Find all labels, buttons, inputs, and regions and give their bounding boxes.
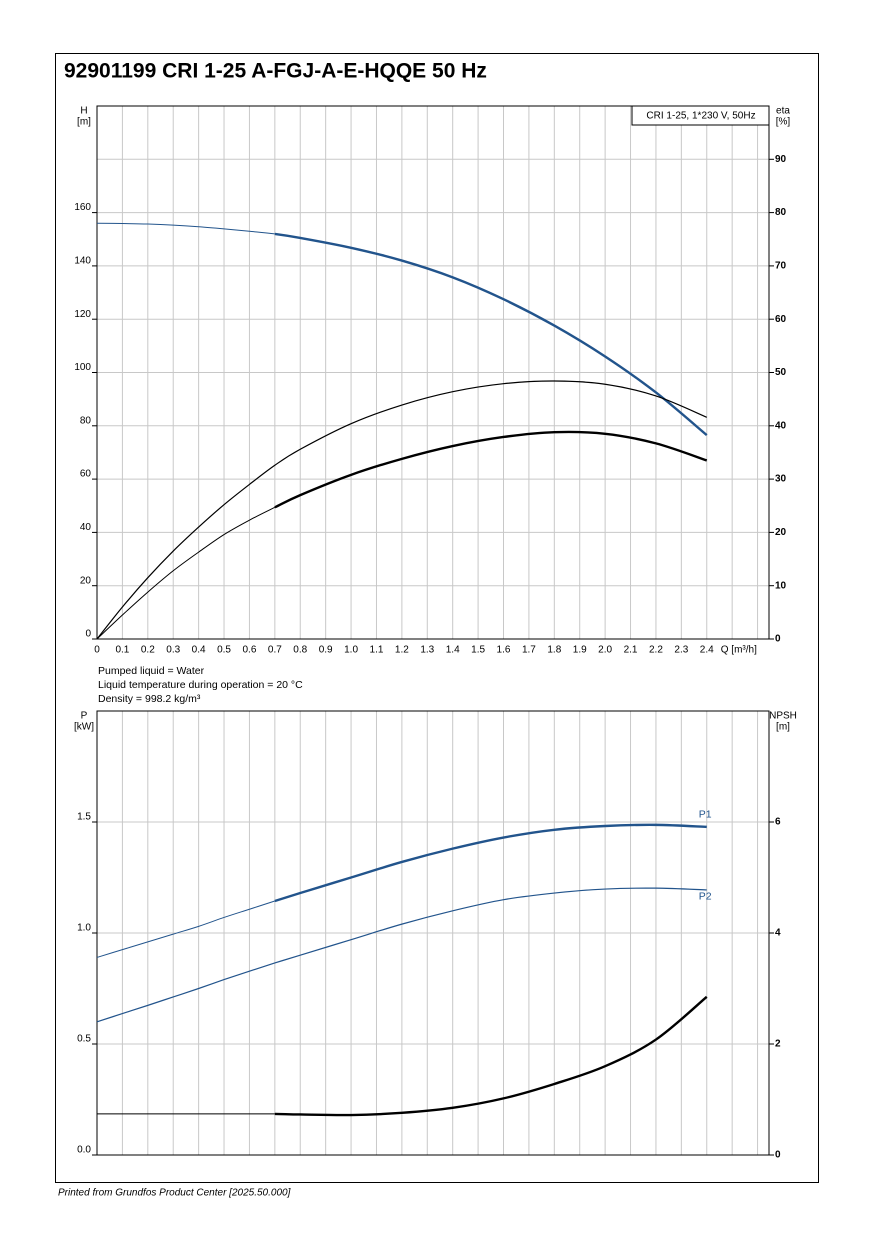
- y-tick-label: 100: [74, 362, 91, 373]
- y2-tick-label: 50: [775, 367, 787, 378]
- x-tick-label: 1.2: [395, 645, 409, 656]
- legend-box: [631, 105, 770, 126]
- y-tick-label: 120: [74, 309, 91, 320]
- series-label: P2: [699, 891, 712, 903]
- y-tick-label: 60: [80, 469, 92, 480]
- y-tick-label: 1.0: [77, 923, 91, 934]
- curve: [96, 380, 707, 640]
- y2-axis-label: eta: [776, 106, 790, 117]
- y-tick-label: 40: [80, 522, 92, 533]
- curve: [274, 430, 708, 509]
- curve: [274, 232, 708, 437]
- page-frame: [55, 53, 819, 1183]
- curve: [96, 900, 275, 958]
- x-tick-label: 1.7: [522, 645, 536, 656]
- y2-axis-unit: [%]: [776, 117, 791, 128]
- y2-tick-label: 90: [775, 154, 787, 165]
- x-tick-label: 2.3: [674, 645, 688, 656]
- x-axis-label: Q [m³/h]: [721, 645, 757, 656]
- y-tick-label: 20: [80, 575, 92, 586]
- x-tick-label: 0.9: [319, 645, 333, 656]
- y2-tick-label: 0: [775, 634, 781, 645]
- y-axis-unit: [m]: [77, 117, 91, 128]
- y2-tick-label: 2: [775, 1039, 781, 1050]
- x-tick-label: 1.0: [344, 645, 358, 656]
- x-tick-label: 0.5: [217, 645, 231, 656]
- x-tick-label: 2.1: [624, 645, 638, 656]
- legend-text: CRI 1-25, 1*230 V, 50Hz: [646, 111, 755, 122]
- x-tick-label: 0.8: [293, 645, 307, 656]
- curve: [274, 995, 708, 1117]
- curve: [274, 823, 707, 903]
- y-tick-label: 1.5: [77, 812, 91, 823]
- x-tick-label: 0.7: [268, 645, 282, 656]
- y2-tick-label: 40: [775, 420, 787, 431]
- x-tick-label: 0.1: [115, 645, 129, 656]
- y2-tick-label: 10: [775, 580, 787, 591]
- x-tick-label: 1.6: [497, 645, 511, 656]
- y2-tick-label: 70: [775, 261, 787, 272]
- plot-frame: [96, 710, 770, 1156]
- y2-tick-label: 60: [775, 314, 787, 325]
- curve: [96, 506, 276, 640]
- curve: [96, 887, 707, 1023]
- x-tick-label: 2.4: [700, 645, 714, 656]
- x-tick-label: 0.6: [242, 645, 256, 656]
- y2-tick-label: 30: [775, 474, 787, 485]
- y-axis-label: P: [81, 711, 88, 722]
- series-label: P1: [699, 809, 712, 821]
- y2-axis-label: NPSH: [769, 711, 797, 722]
- x-tick-label: 0.3: [166, 645, 180, 656]
- y-axis-label: H: [80, 106, 87, 117]
- x-tick-label: 2.2: [649, 645, 663, 656]
- info-line: Liquid temperature during operation = 20…: [98, 679, 303, 691]
- title: 92901199 CRI 1-25 A-FGJ-A-E-HQQE 50 Hz: [64, 60, 487, 83]
- y2-tick-label: 20: [775, 527, 787, 538]
- x-tick-label: 0: [94, 645, 100, 656]
- x-tick-label: 1.9: [573, 645, 587, 656]
- x-tick-label: 1.3: [420, 645, 434, 656]
- x-tick-label: 1.4: [446, 645, 460, 656]
- plot-frame: [96, 105, 770, 640]
- y-tick-label: 0.5: [77, 1034, 91, 1045]
- x-tick-label: 1.5: [471, 645, 485, 656]
- y-axis-unit: [kW]: [74, 722, 94, 733]
- curve: [96, 222, 275, 235]
- x-tick-label: 0.2: [141, 645, 155, 656]
- y2-tick-label: 6: [775, 817, 781, 828]
- x-tick-label: 0.4: [192, 645, 206, 656]
- y2-tick-label: 4: [775, 928, 781, 939]
- footer: Printed from Grundfos Product Center [20…: [58, 1188, 291, 1199]
- y-tick-label: 160: [74, 202, 91, 213]
- x-tick-label: 2.0: [598, 645, 612, 656]
- y-tick-label: 0: [85, 629, 91, 640]
- y-tick-label: 80: [80, 415, 92, 426]
- x-tick-label: 1.1: [370, 645, 384, 656]
- x-tick-label: 1.8: [547, 645, 561, 656]
- info-line: Pumped liquid = Water: [98, 665, 205, 677]
- y2-tick-label: 0: [775, 1150, 781, 1161]
- y-tick-label: 0.0: [77, 1145, 91, 1156]
- y2-axis-unit: [m]: [776, 722, 790, 733]
- info-line: Density = 998.2 kg/m³: [98, 693, 201, 705]
- y2-tick-label: 80: [775, 207, 787, 218]
- y-tick-label: 140: [74, 256, 91, 267]
